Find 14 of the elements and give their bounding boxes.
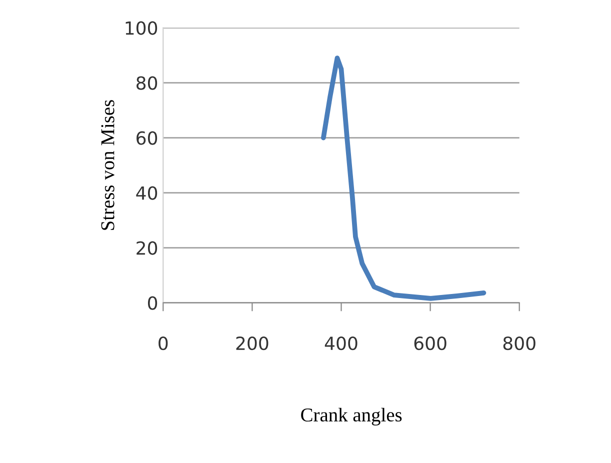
x-tick-label: 600 <box>414 336 446 350</box>
x-tick-label: 0 <box>158 336 168 350</box>
x-tick-label: 200 <box>236 336 268 350</box>
line-series <box>321 56 486 301</box>
y-tick-label: 40 <box>136 186 158 200</box>
y-tick-label: 60 <box>136 131 158 145</box>
x-axis-title: Crank angles <box>301 408 402 426</box>
y-tick-label: 100 <box>126 21 158 35</box>
x-tick-label: 800 <box>503 336 536 350</box>
y-tick-label: 20 <box>136 241 158 255</box>
y-tick-label: 0 <box>148 296 158 310</box>
y-tick-label: 80 <box>136 76 158 90</box>
y-axis-title: Stress von Mises <box>101 100 114 230</box>
x-tick-label: 400 <box>324 336 358 350</box>
